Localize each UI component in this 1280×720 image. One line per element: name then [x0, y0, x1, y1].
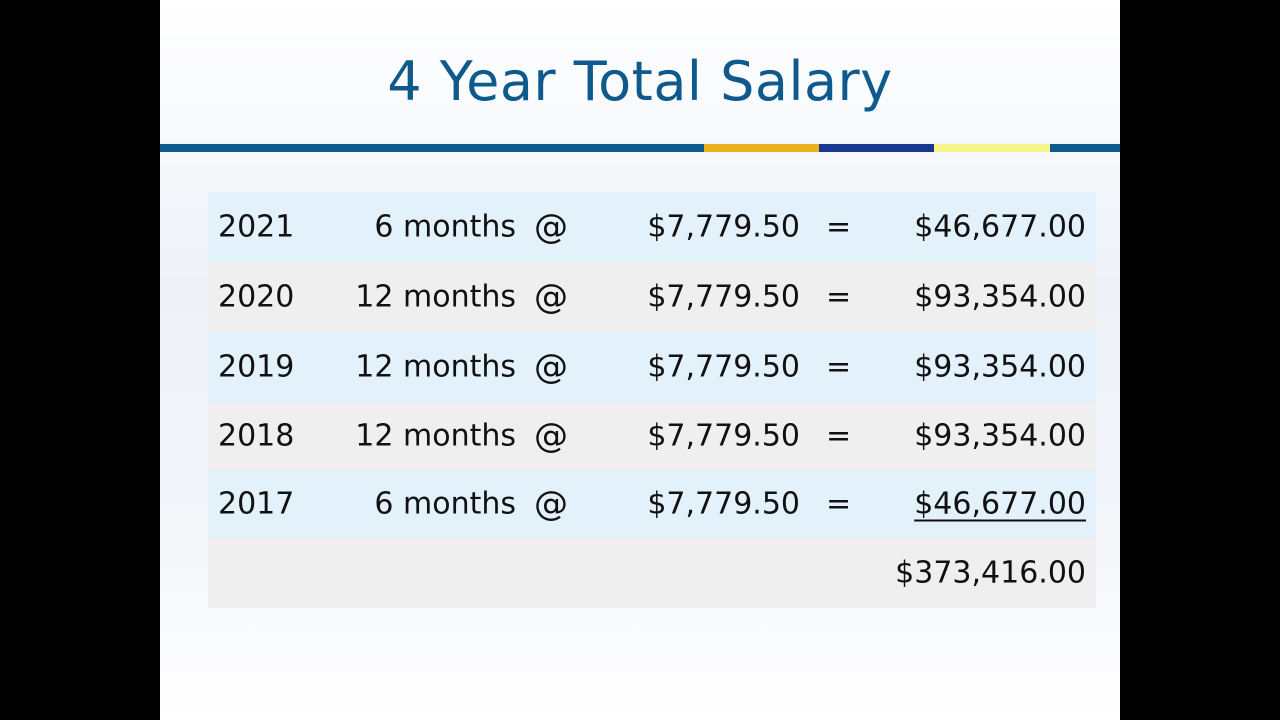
amount-cell: $93,354.00	[914, 279, 1086, 315]
at-symbol: @	[534, 207, 568, 247]
equals-symbol: =	[826, 486, 852, 522]
title-divider	[160, 144, 1120, 152]
year-cell: 2017	[218, 486, 295, 522]
divider-segment-blue-end	[1050, 144, 1120, 152]
year-cell: 2019	[218, 349, 295, 385]
equals-symbol: =	[826, 349, 852, 385]
salary-row-2019: 2019 12 months @ $7,779.50 = $93,354.00	[208, 332, 1096, 402]
year-cell: 2018	[218, 418, 295, 454]
slide: 4 Year Total Salary 2021 6 months @ $7,7…	[160, 0, 1120, 720]
months-cell: 12 months	[355, 349, 516, 385]
at-symbol: @	[534, 347, 568, 387]
monthly-rate-cell: $7,779.50	[647, 418, 800, 454]
total-amount: $373,416.00	[895, 555, 1086, 591]
monthly-rate-cell: $7,779.50	[647, 209, 800, 245]
months-cell: 12 months	[355, 279, 516, 315]
divider-segment-yellow	[934, 144, 1050, 152]
year-cell: 2020	[218, 279, 295, 315]
equals-symbol: =	[826, 209, 852, 245]
equals-symbol: =	[826, 418, 852, 454]
at-symbol: @	[534, 277, 568, 317]
divider-segment-blue	[160, 144, 704, 152]
salary-row-2018: 2018 12 months @ $7,779.50 = $93,354.00	[208, 402, 1096, 470]
at-symbol: @	[534, 484, 568, 524]
monthly-rate-cell: $7,779.50	[647, 279, 800, 315]
salary-row-2020: 2020 12 months @ $7,779.50 = $93,354.00	[208, 262, 1096, 332]
total-row: $373,416.00	[208, 538, 1096, 608]
salary-row-2017: 2017 6 months @ $7,779.50 = $46,677.00	[208, 470, 1096, 538]
monthly-rate-cell: $7,779.50	[647, 349, 800, 385]
at-symbol: @	[534, 416, 568, 456]
amount-cell: $46,677.00	[914, 486, 1086, 522]
salary-row-2021: 2021 6 months @ $7,779.50 = $46,677.00	[208, 192, 1096, 262]
year-cell: 2021	[218, 209, 295, 245]
amount-cell: $93,354.00	[914, 349, 1086, 385]
salary-table: 2021 6 months @ $7,779.50 = $46,677.00 2…	[208, 192, 1096, 608]
amount-cell: $46,677.00	[914, 209, 1086, 245]
months-cell: 6 months	[374, 209, 516, 245]
divider-segment-gold	[704, 144, 819, 152]
equals-symbol: =	[826, 279, 852, 315]
slide-title: 4 Year Total Salary	[387, 50, 893, 113]
months-cell: 6 months	[374, 486, 516, 522]
months-cell: 12 months	[355, 418, 516, 454]
amount-cell: $93,354.00	[914, 418, 1086, 454]
monthly-rate-cell: $7,779.50	[647, 486, 800, 522]
divider-segment-navy	[819, 144, 934, 152]
